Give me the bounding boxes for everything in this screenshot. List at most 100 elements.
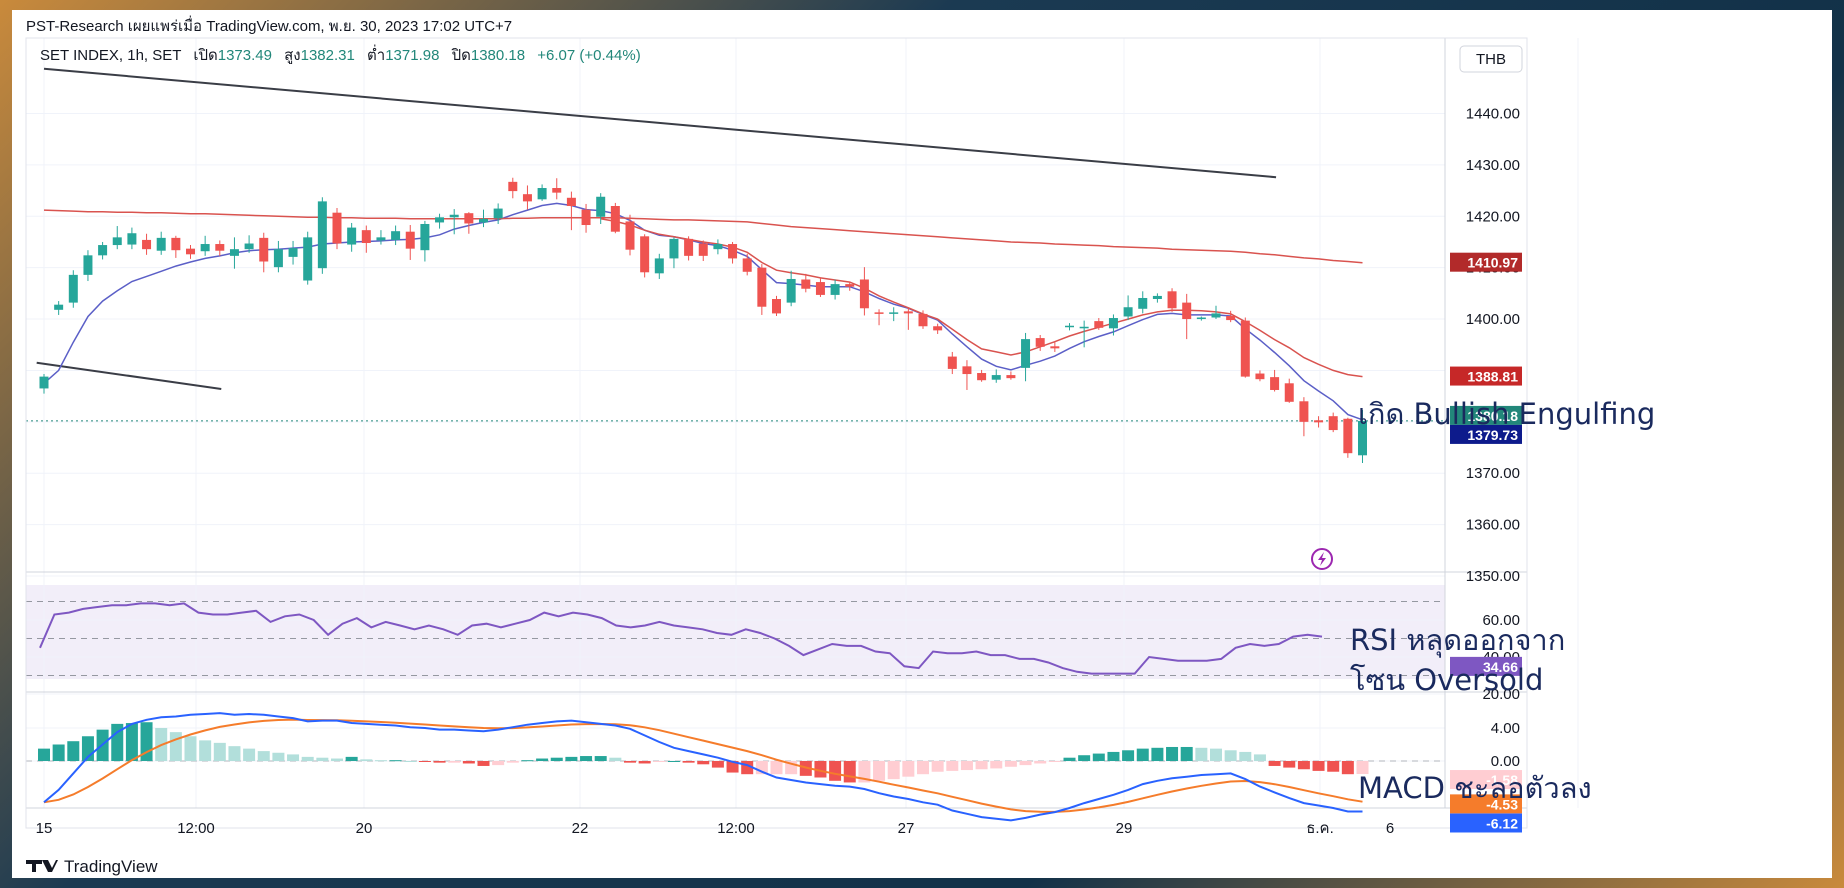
macd-histogram-bar <box>52 744 65 761</box>
macd-signal-line <box>43 718 1363 813</box>
macd-histogram-bar <box>902 761 915 777</box>
candle-body <box>288 248 298 257</box>
candle-body <box>1108 318 1118 329</box>
candle-body <box>610 206 620 232</box>
macd-histogram <box>38 722 1369 783</box>
macd-histogram-bar <box>287 754 300 761</box>
candle-body <box>186 248 195 255</box>
candle-body <box>200 244 210 252</box>
macd-hist-badge: -1.58 <box>1486 772 1518 788</box>
macd-histogram-bar <box>1004 761 1017 767</box>
candle-body <box>947 356 957 369</box>
macd-histogram-bar <box>184 736 197 761</box>
candle-body <box>742 258 752 272</box>
candle-body <box>801 279 811 289</box>
macd-histogram-bar <box>931 761 944 772</box>
flash-icon[interactable] <box>1311 548 1333 570</box>
macd-histogram-bar <box>1136 748 1149 761</box>
macd-histogram-bar <box>243 748 256 761</box>
macd-histogram-bar <box>213 742 226 761</box>
macd-histogram-bar <box>360 759 373 761</box>
candle-body <box>1123 307 1133 317</box>
candle-body <box>156 237 166 251</box>
macd-histogram-bar <box>697 761 710 765</box>
time-tick-label: 15 <box>36 820 53 837</box>
macd-histogram-bar <box>345 756 358 761</box>
candle-body <box>522 194 532 202</box>
candle-body <box>317 201 327 269</box>
candle-body <box>1314 420 1324 423</box>
symbol-label: SET INDEX, 1h, SET <box>40 47 181 64</box>
candle-body <box>889 312 899 314</box>
candle-body <box>1035 338 1045 347</box>
candle-body <box>171 237 181 251</box>
price-badge-last: 1380.18 <box>1467 408 1518 424</box>
macd-histogram-bar <box>638 761 651 764</box>
candle-body <box>903 311 913 314</box>
macd-line <box>43 712 1363 822</box>
currency-button[interactable]: THB <box>1459 45 1523 73</box>
macd-histogram-bar <box>228 746 241 761</box>
macd-histogram-bar <box>492 761 505 766</box>
macd-histogram-bar <box>843 761 856 783</box>
candle-body <box>127 233 137 245</box>
trendline <box>36 361 222 390</box>
price-badge-ma: 1410.97 <box>1467 255 1518 271</box>
candle-body <box>54 304 64 310</box>
macd-histogram-bar <box>682 761 695 763</box>
macd-histogram-bar <box>331 758 343 761</box>
macd-histogram-bar <box>653 761 666 762</box>
candle-body <box>1358 420 1367 456</box>
macd-histogram-bar <box>374 760 387 762</box>
moving-average-line <box>43 209 1363 264</box>
macd-histogram-bar <box>1341 761 1354 775</box>
macd-histogram-bar <box>125 723 138 761</box>
chart-frame: 1440.001430.001420.001410.001400.001370.… <box>12 10 1832 878</box>
macd-histogram-bar <box>1078 755 1091 761</box>
candle-body <box>977 373 987 381</box>
candle-body <box>259 237 269 262</box>
macd-histogram-bar <box>404 761 417 762</box>
rsi-line <box>39 602 1323 675</box>
macd-histogram-bar <box>960 761 973 771</box>
candle-body <box>1079 326 1089 329</box>
candle-body <box>918 313 928 327</box>
macd-histogram-bar <box>1312 761 1325 771</box>
macd-histogram-bar <box>536 758 549 761</box>
chart-border <box>25 37 1528 829</box>
macd-histogram-bar <box>711 761 724 768</box>
rsi-tick-label: 20.00 <box>1482 686 1520 703</box>
candle-body <box>991 375 1001 380</box>
candle-body <box>552 188 562 193</box>
macd-histogram-bar <box>594 756 607 761</box>
candle-body <box>772 299 781 314</box>
trendline <box>43 67 1277 179</box>
macd-histogram-bar <box>67 741 80 761</box>
candle-body <box>786 278 796 303</box>
macd-histogram-bar <box>1253 754 1266 761</box>
candle-body <box>1065 325 1074 328</box>
candle-body <box>479 218 488 223</box>
macd-histogram-bar <box>1048 761 1061 762</box>
macd-histogram-bar <box>418 761 431 762</box>
currency-label[interactable]: THB <box>1476 51 1506 68</box>
time-tick-label: 12:00 <box>717 820 755 837</box>
candle-body <box>435 217 445 223</box>
candle-body <box>581 209 591 226</box>
price-tick-label: 1400.00 <box>1466 311 1520 328</box>
chart-canvas: 1440.001430.001420.001410.001400.001370.… <box>25 15 1655 876</box>
close-label: ปิด <box>451 47 471 64</box>
candle-body <box>874 312 884 314</box>
macd-histogram-bar <box>169 732 182 761</box>
macd-histogram-bar <box>1224 750 1237 761</box>
macd-tick-label: 0.00 <box>1491 753 1520 770</box>
macd-histogram-bar <box>726 761 739 773</box>
time-tick-label: 29 <box>1116 820 1133 837</box>
price-tick-label: 1360.00 <box>1466 517 1520 534</box>
macd-histogram-bar <box>301 756 314 761</box>
macd-histogram-bar <box>667 761 680 762</box>
annotation-macd: MACD ชะลอตัวลง <box>1358 771 1592 805</box>
candle-body <box>1050 346 1060 349</box>
macd-histogram-bar <box>1019 761 1032 766</box>
high-value: 1382.31 <box>301 47 355 64</box>
